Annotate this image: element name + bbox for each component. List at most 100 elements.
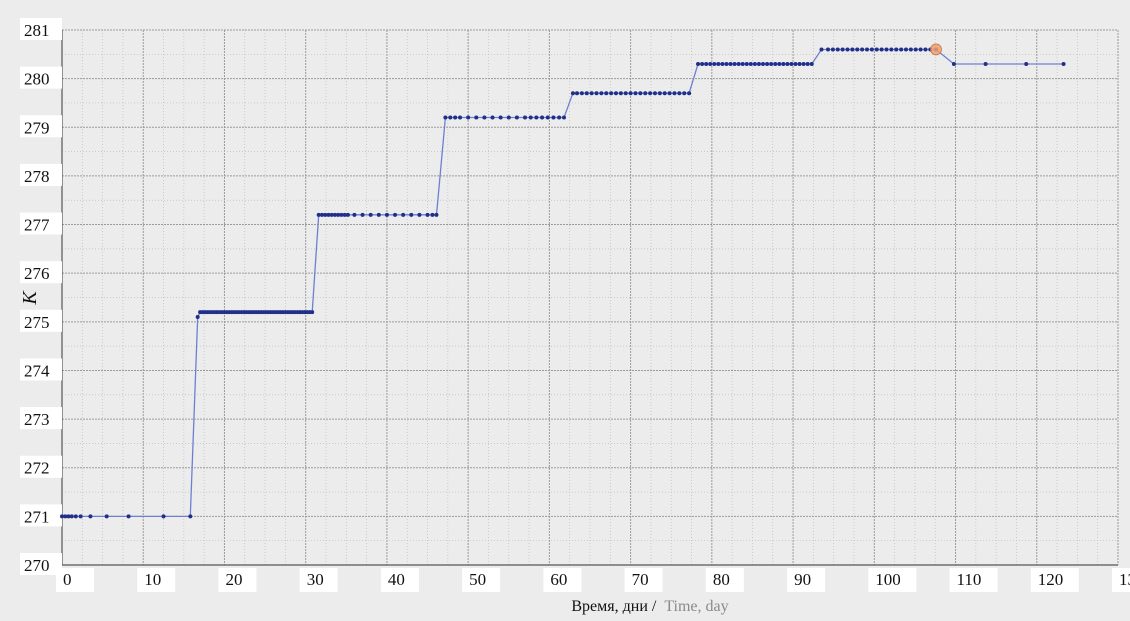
data-point bbox=[332, 212, 337, 217]
x-axis-label: Время, дни / Time, day bbox=[571, 598, 728, 615]
y-tick-label: 280 bbox=[24, 70, 50, 89]
data-point bbox=[1024, 62, 1029, 67]
y-tick-label: 273 bbox=[24, 410, 50, 429]
x-axis-label-en: Time, day bbox=[664, 598, 728, 615]
y-tick-box bbox=[20, 66, 62, 89]
data-point bbox=[540, 115, 545, 120]
x-axis-label-ru: Время, дни / bbox=[571, 598, 657, 615]
data-point bbox=[618, 91, 623, 96]
data-point bbox=[672, 91, 677, 96]
data-point bbox=[805, 62, 810, 67]
data-point bbox=[781, 62, 786, 67]
data-point bbox=[599, 91, 604, 96]
data-point bbox=[60, 514, 64, 519]
data-point bbox=[604, 91, 609, 96]
data-point bbox=[352, 212, 357, 217]
data-point bbox=[983, 62, 988, 67]
x-tick-label: 70 bbox=[632, 570, 649, 589]
data-point bbox=[889, 47, 894, 52]
data-point bbox=[819, 47, 824, 52]
data-point bbox=[756, 62, 761, 67]
data-series bbox=[60, 43, 1066, 519]
data-point bbox=[434, 212, 439, 217]
x-tick-label: 80 bbox=[713, 570, 730, 589]
data-point bbox=[78, 514, 83, 519]
data-point bbox=[826, 47, 831, 52]
data-point bbox=[700, 62, 705, 67]
x-tick-label: 20 bbox=[225, 570, 242, 589]
data-point bbox=[648, 91, 653, 96]
x-tick-label: 60 bbox=[550, 570, 567, 589]
y-tick-box bbox=[20, 18, 62, 40]
y-tick-label: 272 bbox=[24, 459, 50, 478]
data-point bbox=[894, 47, 899, 52]
data-point bbox=[551, 115, 556, 120]
y-tick-label: 278 bbox=[24, 167, 50, 186]
data-point bbox=[860, 47, 865, 52]
data-point bbox=[528, 115, 533, 120]
data-point bbox=[490, 115, 495, 120]
y-tick-box bbox=[20, 504, 62, 527]
y-tick-box bbox=[20, 163, 62, 186]
data-point bbox=[323, 212, 328, 217]
data-point bbox=[765, 62, 770, 67]
highlighted-data-point[interactable] bbox=[930, 43, 942, 56]
data-point bbox=[864, 47, 869, 52]
data-point bbox=[609, 91, 614, 96]
data-point bbox=[869, 47, 874, 52]
data-point bbox=[336, 212, 341, 217]
data-point bbox=[545, 115, 550, 120]
x-tick-box bbox=[624, 568, 663, 592]
data-point bbox=[514, 115, 519, 120]
data-point bbox=[430, 212, 435, 217]
x-tick-box bbox=[949, 568, 998, 592]
data-point bbox=[652, 91, 657, 96]
data-point bbox=[720, 62, 725, 67]
data-point bbox=[453, 115, 458, 120]
data-point bbox=[534, 115, 539, 120]
data-point bbox=[732, 62, 737, 67]
data-point bbox=[584, 91, 589, 96]
y-tick-box bbox=[20, 407, 62, 430]
data-point bbox=[809, 62, 814, 67]
y-tick-label: 279 bbox=[24, 118, 50, 137]
data-point bbox=[562, 115, 567, 120]
data-point bbox=[570, 91, 575, 96]
data-point bbox=[393, 212, 398, 217]
grid-lines bbox=[61, 29, 1119, 566]
x-tick-box bbox=[787, 568, 826, 592]
data-point bbox=[633, 91, 638, 96]
data-point bbox=[339, 212, 344, 217]
data-point bbox=[575, 91, 580, 96]
x-tick-label: 110 bbox=[957, 570, 982, 589]
x-tick-label: 130 bbox=[1119, 570, 1130, 589]
data-point bbox=[66, 514, 71, 519]
data-point bbox=[752, 62, 757, 67]
data-point bbox=[736, 62, 741, 67]
data-point bbox=[523, 115, 528, 120]
data-point bbox=[682, 91, 687, 96]
data-point bbox=[594, 91, 599, 96]
data-point bbox=[908, 47, 913, 52]
data-point bbox=[696, 62, 701, 67]
data-point bbox=[342, 212, 347, 217]
data-point bbox=[474, 115, 479, 120]
x-tick-box bbox=[56, 568, 94, 592]
x-tick-box bbox=[868, 568, 917, 592]
y-tick-box bbox=[20, 212, 62, 235]
y-tick-box bbox=[20, 553, 62, 575]
y-tick-label: 276 bbox=[24, 264, 50, 283]
data-point bbox=[716, 62, 721, 67]
y-tick-label: 275 bbox=[24, 313, 50, 332]
data-point bbox=[704, 62, 709, 67]
data-point bbox=[884, 47, 889, 52]
x-tick-label: 50 bbox=[469, 570, 486, 589]
data-point bbox=[677, 91, 682, 96]
x-tick-box bbox=[705, 568, 744, 592]
data-point bbox=[740, 62, 745, 67]
data-point bbox=[589, 91, 594, 96]
x-tick-box bbox=[380, 568, 419, 592]
data-point bbox=[466, 115, 471, 120]
data-point bbox=[918, 47, 923, 52]
